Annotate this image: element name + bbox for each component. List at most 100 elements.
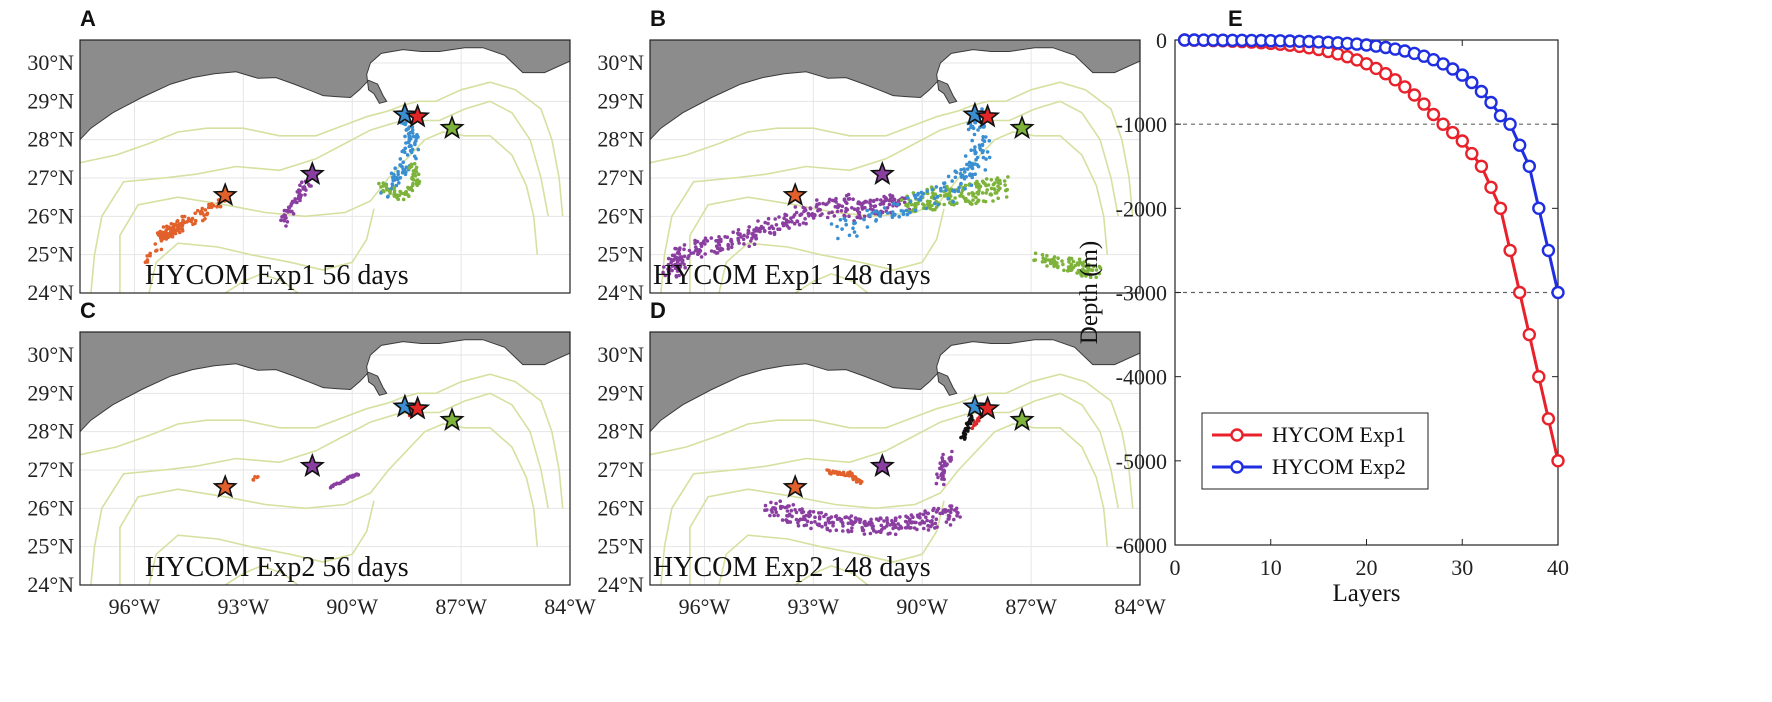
caption-c: HYCOM Exp2 56 days [145,552,409,583]
particle-point [297,194,301,198]
particle-point [742,233,746,238]
particle-point [978,184,983,189]
particle-point [855,234,859,238]
particle-point [785,514,789,518]
series-point [1369,61,1383,76]
particle-point [176,223,181,228]
particle-point [790,514,794,519]
particle-point [396,169,400,174]
particle-point [798,508,802,512]
particle-point [933,196,937,200]
particle-point [178,230,182,235]
particle-point [958,194,962,198]
particle-point [298,198,302,203]
particle-point [769,508,774,512]
particle-point [867,213,871,217]
particle-point [977,143,982,147]
particle-point [970,166,975,171]
longitude-tick-label: 93°W [218,594,270,619]
bathymetry-contour [80,81,564,217]
particle-point [974,195,978,200]
particle-point [861,528,866,532]
particle-point [300,180,304,184]
particle-point [929,195,934,200]
particle-point [982,125,986,129]
particle-point [988,192,993,196]
particle-point [1094,268,1099,272]
particle-point [773,217,777,221]
latitude-tick-label: 26°N [597,495,644,520]
particle-point [971,163,975,167]
particle-point [834,196,838,201]
latitude-tick-label: 29°N [27,380,74,405]
particle-point [887,202,892,207]
particle-point [1071,259,1076,264]
particle-point [971,198,975,202]
particle-point [398,157,403,161]
particle-point [673,246,677,251]
particle-point [842,213,846,218]
particle-point [769,500,773,505]
map-panel-c [80,332,570,585]
particle-point [719,246,723,251]
latitude-tick-label: 27°N [597,457,644,482]
particle-point [293,200,298,204]
series-point [1474,84,1489,99]
particle-point [885,206,890,210]
particle-point [862,214,867,219]
particle-point [954,170,959,175]
latitude-tick-label: 28°N [597,127,644,152]
particle-point [282,208,287,213]
particle-point [746,230,751,234]
particle-point [893,212,897,217]
particle-point [863,523,868,528]
particle-point [987,139,992,143]
longitude-tick-label: 84°W [544,594,596,619]
map-frame-a [79,39,571,294]
particle-point [975,179,979,184]
particle-point [854,519,858,524]
release-site-star [299,452,325,477]
particle-point [952,188,957,193]
release-site-star [974,395,1001,420]
particle-point [804,221,808,226]
particle-point [948,504,952,508]
particle-point [195,208,200,213]
particle-point [922,203,926,208]
latitude-tick-label: 24°N [597,572,644,597]
particle-point [703,236,708,240]
particle-point [1085,263,1090,268]
particle-point [290,201,295,205]
particle-point [779,506,783,511]
particle-point [1085,270,1090,274]
y-tick-label: -1000 [1116,112,1167,137]
particle-point [756,219,760,223]
particle-point [218,204,223,209]
particle-point [851,226,855,230]
particle-point [984,177,989,181]
particle-point [410,175,415,180]
bathymetry-contour [90,100,549,293]
bathymetry-contour [718,500,945,585]
particle-point [953,196,957,200]
particle-point [256,475,260,479]
y-tick-label: -5000 [1116,449,1167,474]
release-site-star [212,474,238,498]
y-tick-label: 0 [1156,28,1167,53]
particle-point [956,189,961,193]
particle-point [413,141,417,145]
particle-point [209,202,214,206]
particle-point [996,180,1001,185]
particle-point [832,214,837,218]
particle-point [807,214,811,218]
particle-point [712,250,717,254]
particle-point [860,203,864,207]
particle-point [180,229,185,233]
particle-point [1006,175,1010,179]
particle-point [207,202,211,207]
particle-point [963,186,967,191]
particle-point [860,207,865,211]
particle-point [936,506,941,511]
particle-point [946,196,950,201]
particle-point [933,521,938,526]
